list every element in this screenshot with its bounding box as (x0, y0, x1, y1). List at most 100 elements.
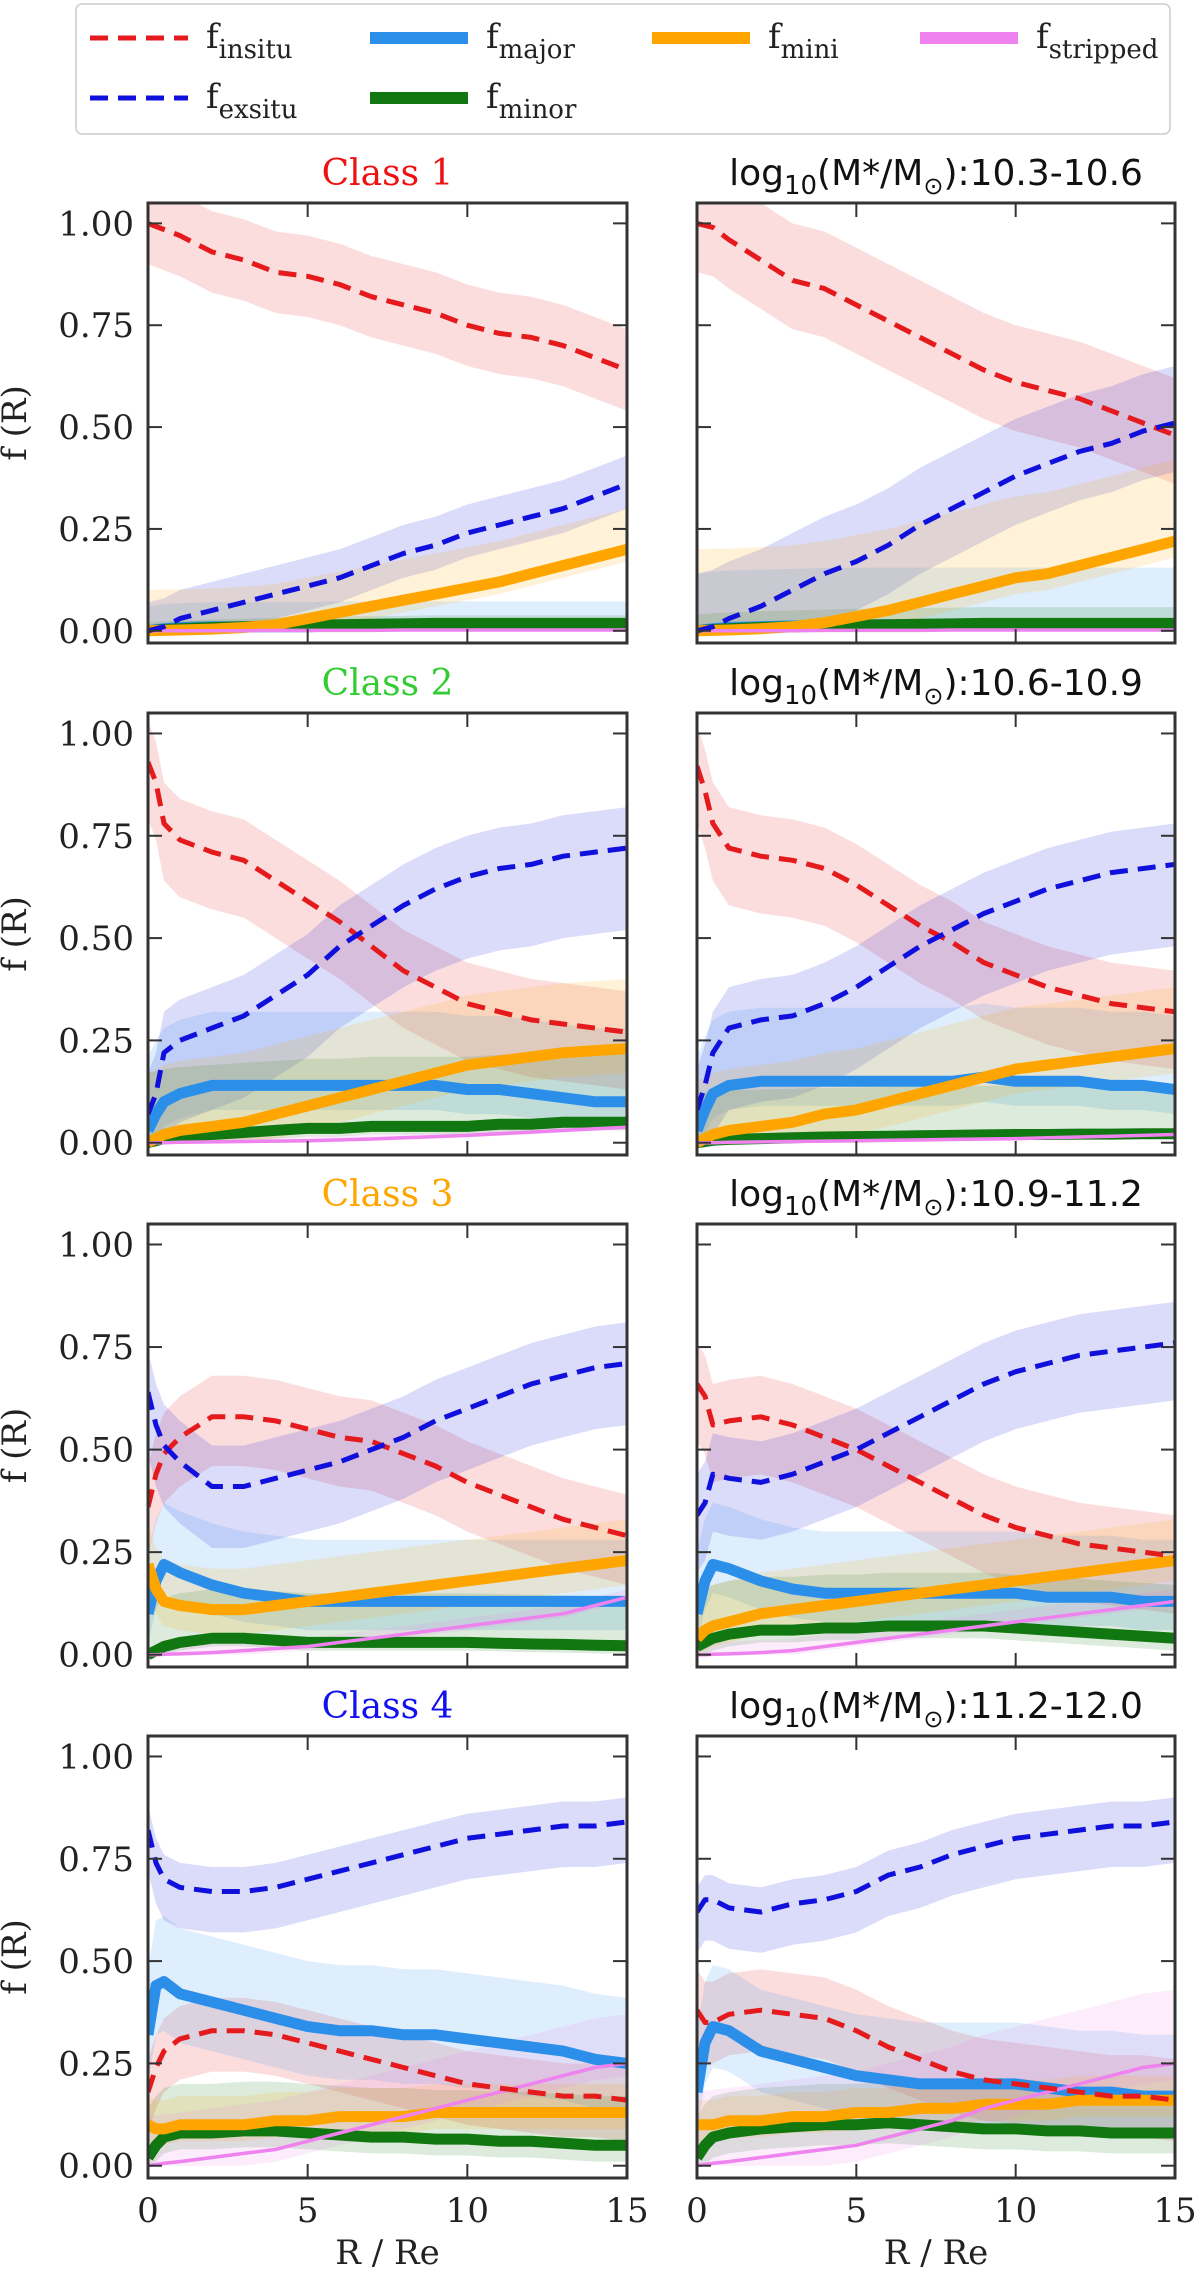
panel-5: 0.00 0.25 0.50 0.75 1.00 f (R) (0, 1222, 629, 1676)
plot-area (697, 203, 1175, 637)
band-mini (697, 459, 1175, 631)
band-exsitu (148, 807, 627, 1143)
line-exsitu (148, 481, 627, 634)
line-major (148, 1559, 627, 1616)
line-exsitu (148, 1819, 627, 1894)
panel-8: 0 5 10 15 R / Re (686, 1734, 1197, 2272)
band-mini (148, 508, 627, 631)
ytick-label: 0.75 (58, 817, 134, 857)
band-exsitu (697, 366, 1175, 631)
band-exsitu (148, 455, 627, 631)
xtick-label: 10 (446, 2191, 489, 2231)
line-insitu (148, 2028, 627, 2103)
legend-label-stripped: fstripped (1036, 17, 1158, 65)
mass-title-4: log10(M*/M⊙):11.2-12.0 (729, 1686, 1143, 1734)
band-exsitu (697, 1797, 1175, 1953)
axes-frame (695, 711, 1177, 1157)
band-insitu (148, 1375, 627, 1585)
line-exsitu (697, 1819, 1175, 1915)
plot-area (148, 1322, 627, 1660)
line-stripped (148, 1125, 627, 1145)
xtick-label: 5 (846, 2191, 868, 2231)
ytick-label: 0.00 (58, 2147, 134, 2187)
ytick-label: 0.75 (58, 1840, 134, 1880)
ytick-label: 0.25 (58, 510, 134, 550)
line-insitu (697, 2007, 1175, 2103)
xtick-label: 10 (994, 2191, 1037, 2231)
axes-frame (695, 1734, 1177, 2180)
band-insitu (148, 203, 627, 411)
line-insitu (148, 221, 627, 373)
panel-7: 0.00 0.25 0.50 0.75 1.00 0 5 10 15 f (R) R / Re (0, 1734, 649, 2272)
class-title-3: Class 3 (322, 1174, 454, 1215)
line-mini (697, 1043, 1175, 1148)
band-major (148, 1916, 627, 2113)
legend: finsitu fmajor fmini fstripped fexsitu fminor (75, 3, 1171, 135)
xlabel: R / Re (335, 2233, 439, 2272)
class-title-1: Class 1 (322, 153, 454, 194)
plot-area (148, 1797, 627, 2168)
line-major (148, 1976, 627, 2069)
ytick-label: 1.00 (58, 1737, 134, 1777)
axes-frame (146, 201, 629, 645)
line-minor (697, 1620, 1175, 1652)
line-mini (148, 1554, 627, 1616)
band-exsitu (148, 1322, 627, 1548)
ylabel: f (R) (0, 1919, 35, 1995)
ytick-label: 1.00 (58, 204, 134, 244)
axes-frame (146, 1734, 629, 2180)
ylabel: f (R) (0, 1408, 35, 1484)
panel-6 (695, 1222, 1177, 1669)
band-stripped (148, 1589, 627, 1655)
mass-title-1: log10(M*/M⊙):10.3-10.6 (729, 153, 1143, 201)
line-major (697, 1071, 1175, 1133)
plot-area (148, 721, 627, 1149)
legend-label-mini: fmini (768, 17, 839, 65)
ytick-label: 0.00 (58, 1636, 134, 1676)
class-title-2: Class 2 (322, 663, 454, 704)
line-stripped (697, 628, 1175, 633)
band-insitu (697, 725, 1175, 1070)
line-mini (148, 2107, 627, 2135)
band-mini (697, 987, 1175, 1143)
ytick-label: 0.75 (58, 1328, 134, 1368)
panel-3: 0.00 0.25 0.50 0.75 1.00 f (R) (0, 711, 629, 1164)
line-stripped (697, 1599, 1175, 1657)
band-minor (697, 1084, 1175, 1143)
legend-frame (75, 3, 1171, 135)
line-stripped (148, 2061, 627, 2168)
xtick-label: 0 (137, 2191, 159, 2231)
ytick-label: 0.50 (58, 919, 134, 959)
line-exsitu (697, 420, 1175, 634)
plot-area (697, 725, 1175, 1149)
ytick-label: 0.25 (58, 2044, 134, 2084)
line-insitu (697, 1382, 1175, 1559)
mass-title-2: log10(M*/M⊙):10.6-10.9 (729, 663, 1143, 711)
line-mini (697, 1554, 1175, 1643)
line-exsitu (697, 1340, 1175, 1517)
plot-area (148, 203, 627, 637)
class-title-4: Class 4 (322, 1686, 454, 1727)
line-stripped (697, 1132, 1175, 1145)
band-insitu (697, 1343, 1175, 1614)
plot-area (697, 1797, 1175, 2168)
line-minor (697, 1128, 1175, 1149)
line-minor (148, 1116, 627, 1149)
line-exsitu (148, 1361, 627, 1489)
line-insitu (697, 220, 1175, 438)
xtick-label: 15 (605, 2191, 648, 2231)
ytick-label: 0.75 (58, 306, 134, 346)
xtick-label: 5 (297, 2191, 319, 2231)
line-insitu (697, 765, 1175, 1015)
line-minor (148, 1632, 627, 1660)
ytick-label: 1.00 (58, 714, 134, 754)
legend-label-major: fmajor (486, 17, 575, 65)
axes-frame (146, 1222, 629, 1669)
band-mini (148, 979, 627, 1143)
band-stripped (148, 1123, 627, 1143)
line-mini (697, 2094, 1175, 2131)
band-exsitu (697, 823, 1175, 1143)
axes-frame (146, 711, 629, 1157)
line-minor (697, 2117, 1175, 2161)
